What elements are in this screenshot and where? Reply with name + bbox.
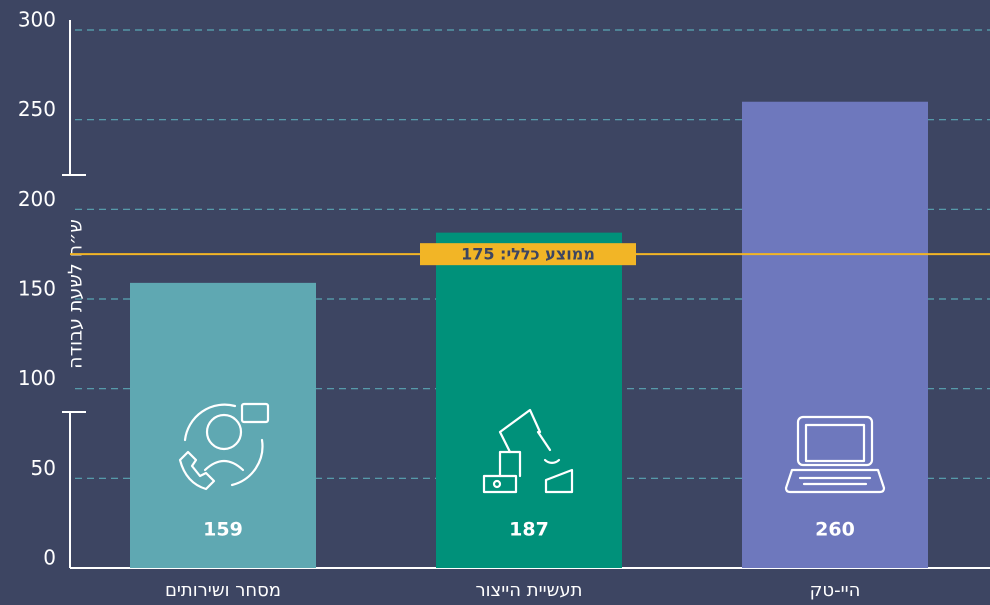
value-label: 260	[815, 519, 855, 541]
y-tick-label: 50	[31, 456, 56, 480]
icon-service	[178, 402, 270, 491]
y-tick-label: 150	[18, 277, 56, 301]
y-tick-label: 100	[18, 366, 56, 390]
y-tick-label: 0	[43, 546, 56, 570]
icon-laptop	[784, 415, 886, 494]
bar	[130, 282, 316, 568]
y-axis-label: ש״ח לשעת עבודה	[65, 219, 87, 369]
x-tick-label: תעשיית הייצור	[475, 580, 582, 601]
x-tick-label: היי-טק	[810, 580, 861, 601]
value-label: 159	[203, 519, 243, 541]
y-tick-label: 250	[18, 97, 56, 121]
icon-industry	[482, 408, 574, 494]
value-label: 187	[509, 519, 549, 541]
average-label: ממוצע כללי: 175	[461, 245, 595, 264]
x-tick-label: מסחר ושירותים	[165, 580, 281, 601]
y-tick-label: 200	[18, 187, 56, 211]
y-tick-label: 300	[18, 8, 56, 32]
bar	[742, 101, 928, 568]
bars	[130, 101, 928, 568]
average-label-box	[420, 243, 636, 266]
labels: 0 50 100 150 200 250 300 159 מסחר ושירותים 187 תעש…	[18, 8, 990, 601]
y-axis	[62, 20, 86, 568]
bar	[436, 232, 622, 568]
